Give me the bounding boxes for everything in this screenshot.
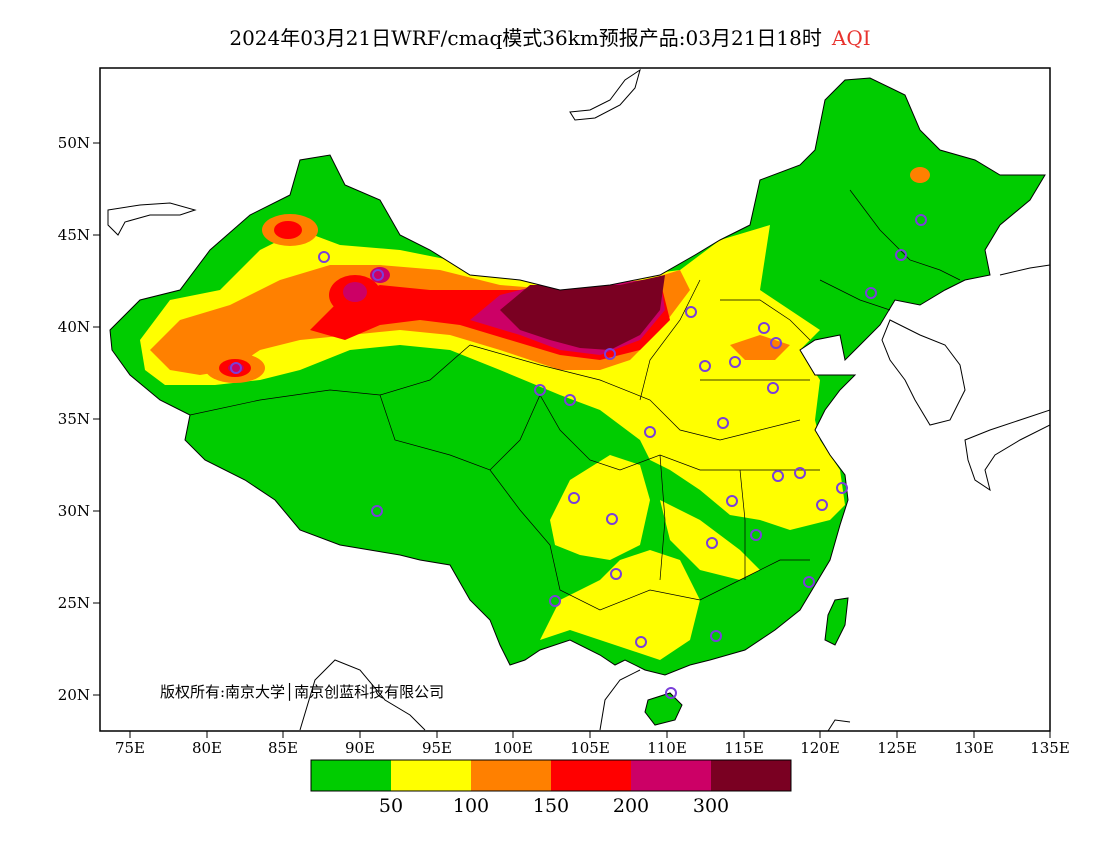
lon-label: 95E xyxy=(422,739,452,757)
station-marker xyxy=(635,636,647,648)
station-marker xyxy=(568,492,580,504)
station-marker xyxy=(604,348,616,360)
legend-label: 200 xyxy=(613,795,649,817)
lon-label: 115E xyxy=(724,739,764,757)
station-marker xyxy=(726,495,738,507)
hainan-island xyxy=(644,692,683,726)
station-marker xyxy=(685,306,697,318)
station-marker xyxy=(710,630,722,642)
hotspot-purple xyxy=(343,282,367,302)
lat-label: 40N xyxy=(58,318,90,336)
station-marker xyxy=(318,251,330,263)
station-marker xyxy=(803,576,815,588)
legend-swatch xyxy=(391,760,471,791)
station-marker xyxy=(770,337,782,349)
map-title: 2024年03月21日WRF/cmaq模式36km预报产品:03月21日18时 A… xyxy=(0,22,1100,51)
station-marker xyxy=(717,417,729,429)
legend-label: 300 xyxy=(693,795,729,817)
station-marker xyxy=(758,322,770,334)
lon-label: 100E xyxy=(493,739,533,757)
station-marker xyxy=(836,482,848,494)
lon-label: 120E xyxy=(800,739,840,757)
station-marker xyxy=(606,513,618,525)
station-marker xyxy=(534,384,546,396)
aqi-usg-beijing xyxy=(730,335,790,360)
lat-label: 45N xyxy=(58,226,90,244)
station-marker xyxy=(767,382,779,394)
legend-label: 150 xyxy=(533,795,569,817)
aqi-moderate-sichuan xyxy=(550,455,650,560)
station-marker xyxy=(794,467,806,479)
station-marker xyxy=(665,687,677,699)
lat-label: 35N xyxy=(58,410,90,428)
lat-label: 25N xyxy=(58,594,90,612)
station-marker xyxy=(816,499,828,511)
lon-label: 130E xyxy=(954,739,994,757)
legend-swatch xyxy=(551,760,631,791)
station-marker xyxy=(644,426,656,438)
legend-label: 100 xyxy=(453,795,489,817)
lat-label: 50N xyxy=(58,134,90,152)
legend-frame xyxy=(310,759,792,792)
legend-label: 50 xyxy=(379,795,403,817)
station-marker xyxy=(564,394,576,406)
lon-label: 110E xyxy=(647,739,687,757)
longitude-axis: 75E 80E 85E 90E 95E 100E 105E 110E 115E … xyxy=(115,731,1070,757)
station-marker xyxy=(706,537,718,549)
legend-swatch xyxy=(311,760,391,791)
title-text: 2024年03月21日WRF/cmaq模式36km预报产品:03月21日18时 xyxy=(229,26,822,50)
latitude-axis: 50N 45N 40N 35N 30N 25N 20N xyxy=(58,134,100,704)
lat-label: 20N xyxy=(58,686,90,704)
china-border xyxy=(109,77,1046,676)
lon-label: 85E xyxy=(268,739,298,757)
title-variable: AQI xyxy=(831,26,871,50)
station-marker xyxy=(699,360,711,372)
station-marker xyxy=(549,595,561,607)
station-marker xyxy=(750,529,762,541)
legend-swatch xyxy=(711,760,791,791)
station-markers xyxy=(230,214,927,699)
taiwan-island xyxy=(824,597,849,646)
lon-label: 135E xyxy=(1030,739,1070,757)
aqi-hazardous-area xyxy=(500,275,665,350)
aqi-legend: 50 100 150 200 300 xyxy=(310,759,792,817)
legend-swatch xyxy=(631,760,711,791)
station-marker xyxy=(772,470,784,482)
copyright-text: 版权所有:南京大学│南京创蓝科技有限公司 xyxy=(160,682,444,701)
station-marker xyxy=(865,287,877,299)
station-marker xyxy=(371,505,383,517)
station-marker xyxy=(372,269,384,281)
neighbor-coastlines xyxy=(107,68,1050,731)
hotspot-red xyxy=(274,221,302,239)
aqi-moderate-central xyxy=(660,500,760,580)
lat-label: 30N xyxy=(58,502,90,520)
station-marker xyxy=(610,568,622,580)
station-marker xyxy=(915,214,927,226)
legend-swatch xyxy=(471,760,551,791)
hotspot-orange xyxy=(910,167,930,183)
station-marker xyxy=(230,362,242,374)
station-marker xyxy=(895,249,907,261)
lon-label: 125E xyxy=(877,739,917,757)
lon-label: 90E xyxy=(345,739,375,757)
lon-label: 105E xyxy=(570,739,610,757)
lon-label: 80E xyxy=(192,739,222,757)
station-marker xyxy=(729,356,741,368)
province-boundaries xyxy=(189,189,961,611)
lon-label: 75E xyxy=(115,739,145,757)
